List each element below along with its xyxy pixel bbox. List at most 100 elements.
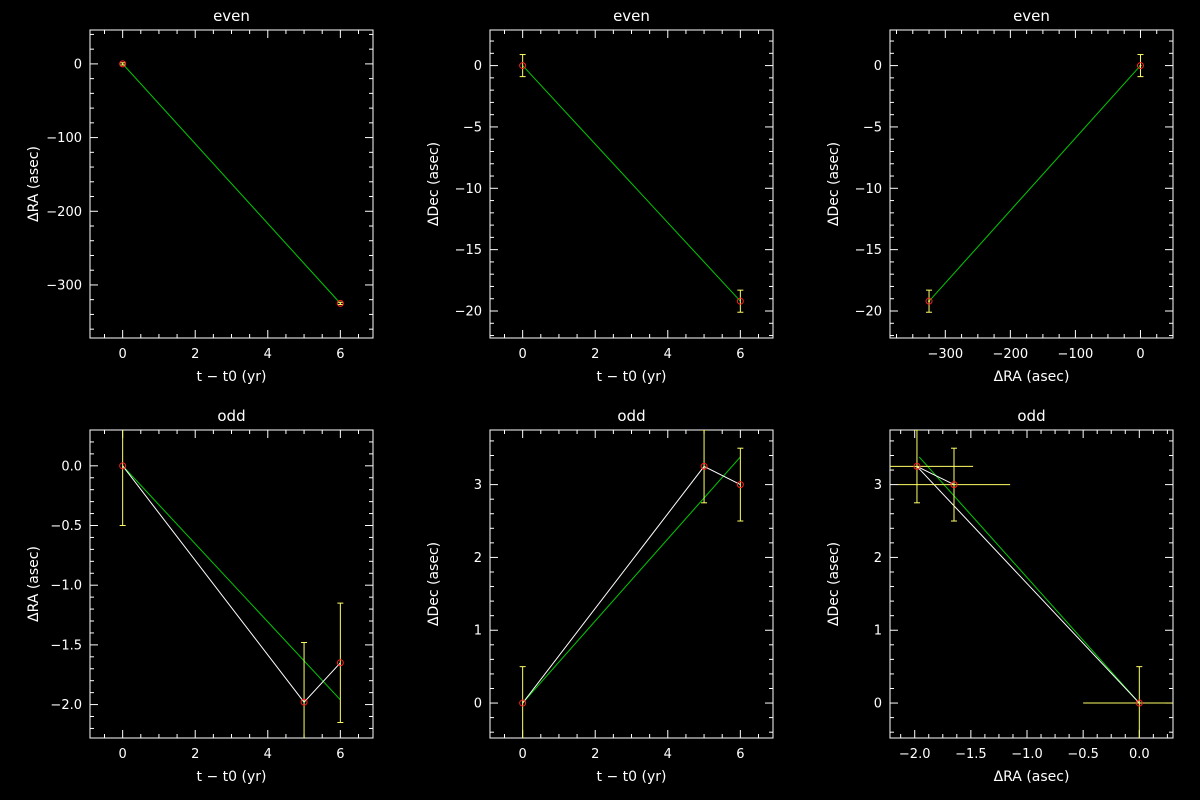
plot-area (925, 54, 1144, 313)
y-tick-label: −20 (855, 305, 882, 320)
panel-title: even (1013, 7, 1050, 25)
data-point (119, 60, 127, 68)
y-tick-label: 2 (874, 551, 882, 566)
x-tick-label: 0.0 (1129, 747, 1150, 762)
plot-area (119, 430, 344, 738)
y-axis-label: ΔDec (asec) (426, 542, 442, 626)
fit-line (918, 456, 1140, 704)
panel-title: odd (1017, 407, 1045, 425)
x-tick-label: 2 (591, 347, 599, 362)
panel-odd-dec-vs-ra: odd −2.0 −1.5 −1.0 −0.5 0.0 0 1 2 3 ΔRA (asec) ΔDec… (826, 407, 1174, 785)
fit-line (122, 465, 341, 701)
y-tick-label: −300 (46, 278, 82, 293)
data-point (1136, 62, 1144, 70)
panel-title: even (213, 7, 250, 25)
data-point (1135, 699, 1143, 707)
x-tick-label: −1.5 (955, 747, 987, 762)
y-tick-label: 0 (74, 57, 82, 72)
y-tick-label: 0 (474, 59, 482, 74)
panel-even-dec-vs-ra: even −300 −200 −100 0 0 −5 −10 −15 −20 ΔRA (asec) Δ… (826, 7, 1174, 385)
y-tick-label: 3 (474, 478, 482, 493)
y-tick-label: −1.0 (50, 579, 82, 594)
fit-line (928, 65, 1141, 302)
plot-area (519, 54, 744, 313)
y-tick-label: −10 (855, 182, 882, 197)
y-tick-label: 1 (474, 624, 482, 639)
y-axis-label: ΔDec (asec) (826, 142, 842, 226)
y-tick-label: 0.0 (61, 459, 82, 474)
data-line (916, 465, 1140, 704)
data-point (736, 297, 744, 305)
x-tick-label: 0 (519, 747, 527, 762)
x-tick-label: 4 (664, 747, 672, 762)
y-tick-label: −15 (455, 243, 482, 258)
panel-title: even (613, 7, 650, 25)
panel-even-dec-vs-t: even 0 2 4 6 0 −5 −10 −15 −20 t − t0 (yr) ΔDec (ase… (426, 7, 774, 385)
x-tick-label: −0.5 (1067, 747, 1099, 762)
data-point (736, 481, 744, 489)
y-tick-label: 0 (874, 697, 882, 712)
x-tick-label: 2 (191, 347, 199, 362)
x-tick-label: 2 (591, 747, 599, 762)
x-axis-label: t − t0 (yr) (197, 369, 267, 385)
data-point (300, 698, 308, 706)
data-point (950, 481, 958, 489)
panel-odd-ra-vs-t: odd 0 2 4 6 0.0 −0.5 −1.0 −1.5 −2.0 t − t0 (yr) ΔRA… (26, 407, 374, 785)
x-tick-label: 6 (736, 347, 744, 362)
x-axis-label: ΔRA (asec) (994, 369, 1070, 385)
x-tick-label: 4 (264, 747, 272, 762)
x-tick-label: 4 (264, 347, 272, 362)
y-axis-label: ΔDec (asec) (826, 542, 842, 626)
y-tick-label: −20 (455, 305, 482, 320)
x-tick-label: 2 (191, 747, 199, 762)
x-tick-label: −2.0 (899, 747, 931, 762)
x-axis-label: t − t0 (yr) (197, 769, 267, 785)
fit-line (122, 63, 341, 304)
y-tick-label: −15 (855, 243, 882, 258)
x-tick-label: 0 (1136, 347, 1144, 362)
data-point (519, 62, 527, 70)
data-point (700, 462, 708, 470)
plot-area (519, 430, 744, 738)
y-tick-label: −5 (463, 120, 482, 135)
y-tick-label: 2 (474, 551, 482, 566)
y-tick-label: 0 (474, 697, 482, 712)
x-tick-label: −300 (927, 347, 963, 362)
data-point (119, 462, 127, 470)
data-point (336, 299, 344, 307)
y-tick-label: 3 (874, 478, 882, 493)
x-tick-label: 0 (119, 747, 127, 762)
fit-line (522, 65, 741, 302)
x-tick-label: 6 (336, 747, 344, 762)
x-axis-label: t − t0 (yr) (597, 369, 667, 385)
data-point (913, 462, 921, 470)
y-tick-label: −0.5 (50, 519, 82, 534)
fit-line (522, 456, 741, 704)
x-tick-label: 0 (519, 347, 527, 362)
y-tick-label: −5 (863, 120, 882, 135)
y-tick-label: −2.0 (50, 698, 82, 713)
plot-frame (889, 29, 1174, 339)
panel-even-ra-vs-t: even 0 2 4 6 0 −100 −200 −300 t − t0 (yr) ΔRA (ase… (26, 7, 374, 385)
y-tick-label: −1.5 (50, 638, 82, 653)
x-tick-label: 4 (664, 347, 672, 362)
y-tick-label: −10 (455, 182, 482, 197)
data-line (522, 465, 741, 704)
x-axis-label: t − t0 (yr) (597, 769, 667, 785)
y-tick-label: 1 (874, 624, 882, 639)
data-point (925, 297, 933, 305)
x-tick-label: −100 (1058, 347, 1094, 362)
x-tick-label: 0 (119, 347, 127, 362)
x-tick-label: 6 (736, 747, 744, 762)
x-tick-label: −200 (992, 347, 1028, 362)
plot-area (119, 60, 344, 307)
panel-title: odd (617, 407, 645, 425)
x-tick-label: −1.0 (1011, 747, 1043, 762)
y-axis-label: ΔRA (asec) (26, 146, 42, 222)
y-tick-label: −100 (46, 131, 82, 146)
y-tick-label: 0 (874, 59, 882, 74)
x-axis-label: ΔRA (asec) (994, 769, 1070, 785)
panel-title: odd (217, 407, 245, 425)
data-point (336, 659, 344, 667)
